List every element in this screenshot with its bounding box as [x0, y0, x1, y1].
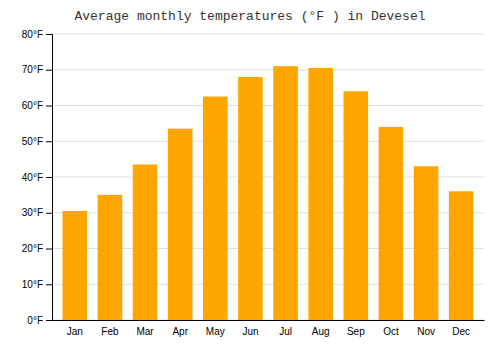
bar [273, 66, 298, 320]
x-tick: Aug [312, 326, 330, 337]
x-tick: Jun [242, 326, 258, 337]
x-tick: Nov [417, 326, 435, 337]
y-axis: 0°F 10°F 20°F 30°F 40°F 50°F 60°F 70°F 80°F [22, 29, 53, 326]
x-tick-label: Jun [242, 326, 258, 337]
y-tick: 40°F [22, 172, 52, 183]
x-tick: Apr [172, 326, 188, 337]
y-tick: 10°F [22, 279, 52, 290]
bar [168, 129, 193, 320]
x-tick-label: Oct [383, 326, 399, 337]
y-axis-line [46, 35, 53, 321]
y-tick-mark [46, 320, 52, 321]
x-tick-label: Sep [347, 326, 365, 337]
bar [203, 97, 228, 320]
bars [63, 66, 474, 320]
grid-line [52, 34, 484, 35]
y-tick-mark [46, 141, 52, 142]
y-tick-mark [46, 70, 52, 71]
x-axis-line [53, 320, 485, 321]
grid-line [52, 69, 484, 70]
bar [308, 68, 333, 320]
y-tick: 20°F [22, 243, 52, 254]
x-tick-label: Aug [312, 326, 330, 337]
y-tick-label: 40°F [22, 172, 43, 183]
chart: Average monthly temperatures (°F ) in De… [0, 0, 500, 350]
x-tick: Sep [347, 326, 365, 337]
y-tick-label: 10°F [22, 279, 43, 290]
y-tick-label: 0°F [27, 315, 43, 326]
y-tick-mark [46, 213, 52, 214]
grid-line [52, 105, 484, 106]
bar [98, 195, 123, 320]
y-tick: 70°F [22, 64, 52, 75]
y-tick-label: 30°F [22, 207, 43, 218]
x-tick: Dec [452, 326, 470, 337]
bar [379, 127, 404, 320]
y-tick-label: 50°F [22, 136, 43, 147]
y-tick-mark [46, 284, 52, 285]
bar [63, 211, 88, 320]
plot: 0°F 10°F 20°F 30°F 40°F 50°F 60°F 70°F 80°F Jan Fe… [22, 29, 485, 337]
y-tick-label: 70°F [22, 64, 43, 75]
title: Average monthly temperatures (°F ) in De… [74, 9, 425, 24]
y-tick-label: 80°F [22, 29, 43, 40]
y-tick: 60°F [22, 100, 52, 111]
x-tick: Mar [136, 326, 154, 337]
y-tick-mark [46, 106, 52, 107]
x-tick-label: May [206, 326, 225, 337]
x-tick: Jan [67, 326, 83, 337]
x-tick-label: Jul [279, 326, 292, 337]
bar [344, 91, 369, 320]
x-tick-label: Mar [136, 326, 154, 337]
bar [238, 77, 263, 320]
x-tick: Jul [279, 326, 292, 337]
y-tick-label: 20°F [22, 243, 43, 254]
grid-line [52, 141, 484, 142]
bar [449, 191, 474, 320]
x-tick: Oct [383, 326, 399, 337]
bar [133, 164, 158, 320]
y-tick-mark [46, 249, 52, 250]
y-tick: 50°F [22, 136, 52, 147]
x-axis: Jan Feb Mar Apr May Jun Jul Aug Sep Oct Nov Dec [53, 321, 485, 338]
y-tick-mark [46, 34, 52, 35]
y-tick-mark [46, 177, 52, 178]
x-tick: Feb [101, 326, 119, 337]
x-tick-label: Feb [101, 326, 119, 337]
y-tick: 30°F [22, 207, 52, 218]
y-tick-label: 60°F [22, 100, 43, 111]
y-tick: 0°F [27, 315, 52, 326]
x-tick-label: Apr [172, 326, 188, 337]
x-tick: May [206, 326, 225, 337]
bar [414, 166, 439, 320]
grid [52, 34, 484, 320]
x-tick-label: Nov [417, 326, 435, 337]
x-tick-label: Jan [67, 326, 83, 337]
y-tick: 80°F [22, 29, 52, 40]
x-tick-label: Dec [452, 326, 470, 337]
